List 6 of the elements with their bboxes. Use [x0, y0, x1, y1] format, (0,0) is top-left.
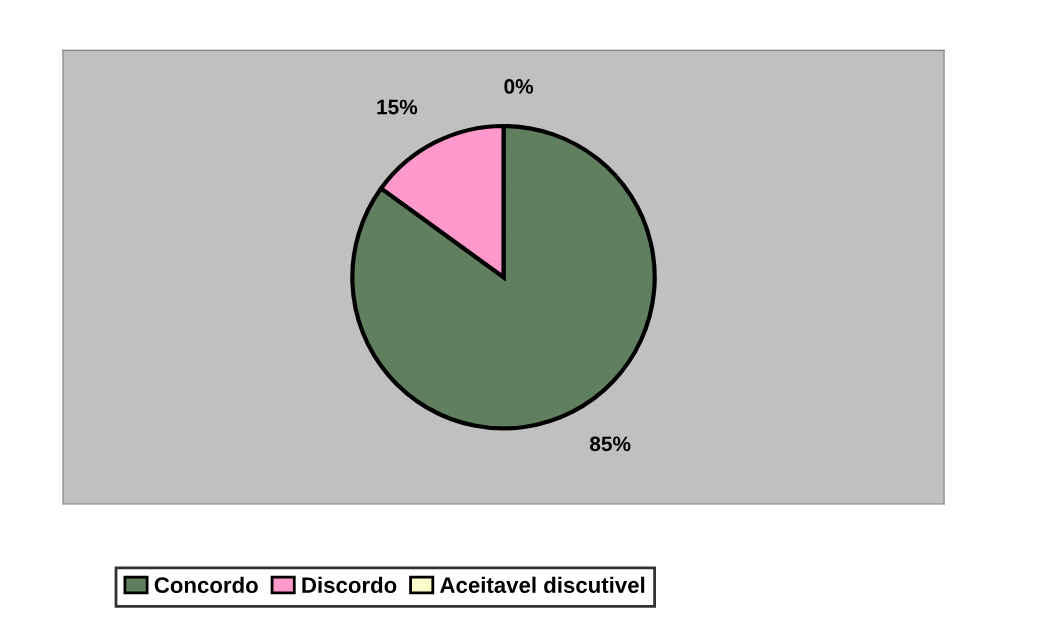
legend-label: Discordo [302, 576, 397, 594]
legend-label: Aceitavel discutivel [440, 576, 645, 594]
legend-label: Concordo [154, 576, 258, 594]
data-label: 85% [589, 436, 631, 452]
data-label: 15% [377, 99, 418, 115]
text: 0% [504, 79, 534, 94]
